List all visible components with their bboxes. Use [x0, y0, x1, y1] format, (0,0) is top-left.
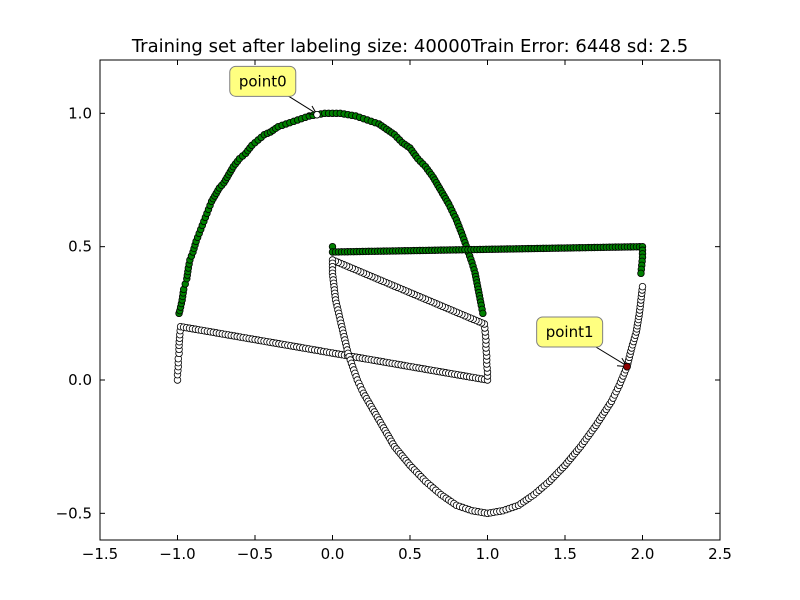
- x-tick-label: 2.0: [631, 545, 655, 563]
- highlighted-point: [313, 110, 321, 119]
- x-tick-label: 0.0: [321, 545, 345, 563]
- annotation-label: point1: [546, 323, 594, 341]
- data-point: [637, 269, 645, 278]
- annotation-1: point1: [536, 316, 631, 371]
- data-points: [173, 109, 647, 518]
- x-tick-label: 1.0: [476, 545, 500, 563]
- y-tick-label: 1.0: [68, 104, 92, 122]
- x-tick-label: −1.0: [159, 545, 195, 563]
- data-point: [479, 309, 487, 318]
- axis-ticks: −1.5 −1.0 −0.5 0.0 0.5 1.0 1.5 2.0 2.5 −0.5 0.0 0.5…: [56, 60, 732, 563]
- annotation-label: point0: [239, 72, 287, 90]
- annotations: point0 point1: [229, 65, 631, 371]
- highlighted-point: [623, 362, 631, 371]
- series-1: [173, 256, 647, 518]
- x-tick-label: 2.5: [708, 545, 732, 563]
- x-tick-label: −1.5: [82, 545, 118, 563]
- x-tick-label: 0.5: [398, 545, 422, 563]
- annotation-0: point0: [229, 65, 321, 119]
- y-tick-label: 0.5: [68, 238, 92, 256]
- x-tick-label: −0.5: [237, 545, 273, 563]
- data-point: [638, 282, 647, 291]
- series-0: [175, 109, 487, 318]
- series-2: [328, 242, 647, 278]
- y-tick-label: −0.5: [56, 504, 92, 522]
- x-tick-label: 1.5: [553, 545, 577, 563]
- chart-title: Training set after labeling size: 40000T…: [131, 36, 688, 57]
- annotation-box: [536, 316, 604, 348]
- annotation-box: [229, 65, 297, 97]
- y-tick-label: 0.0: [68, 371, 92, 389]
